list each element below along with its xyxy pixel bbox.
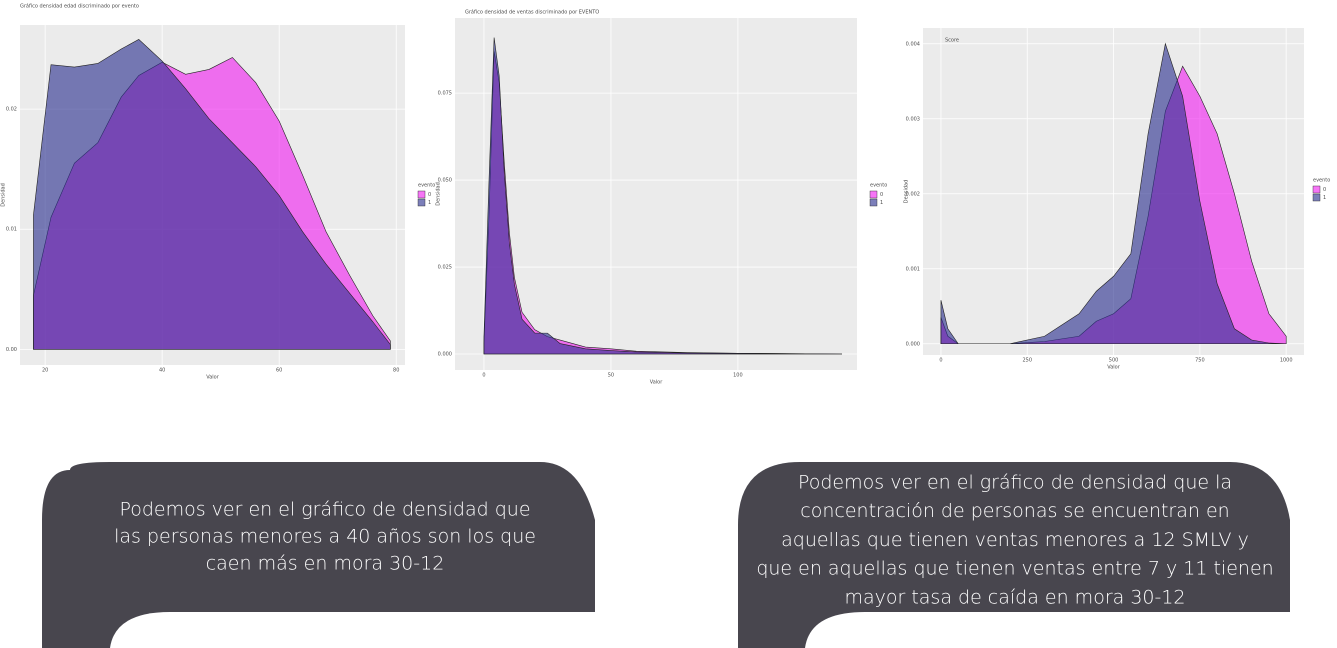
y-tick-label: 0.003 — [906, 116, 920, 122]
callout-text: caen más en mora 30-12 — [206, 553, 445, 575]
x-tick-label: 1000 — [1280, 358, 1293, 364]
legend-label: 1 — [880, 200, 883, 206]
legend-label: 0 — [1323, 187, 1326, 193]
x-tick-label: 0 — [482, 373, 485, 379]
x-tick-label: 80 — [393, 368, 399, 374]
x-tick-label: 500 — [1109, 358, 1119, 364]
annotation: Score — [945, 38, 959, 44]
x-tick-label: 750 — [1195, 358, 1205, 364]
legend-label: 1 — [428, 200, 431, 206]
x-tick-label: 0 — [939, 358, 942, 364]
y-tick-label: 0.075 — [438, 91, 452, 97]
y-tick-label: 0.004 — [906, 41, 920, 47]
legend-title: evento — [1313, 178, 1330, 184]
y-tick-label: 0.00 — [6, 347, 17, 353]
legend-title: evento — [870, 183, 887, 189]
x-tick-label: 40 — [159, 368, 165, 374]
legend-title: evento — [418, 183, 435, 189]
callout-text: aquellas que tienen ventas menores a 12 … — [781, 529, 1249, 551]
legend-swatch — [417, 198, 426, 207]
legend-swatch — [417, 190, 426, 199]
callout-cutout — [805, 612, 1290, 648]
legend-label: 0 — [428, 192, 431, 198]
y-axis-label: Densidad — [904, 180, 910, 204]
callout-bubble — [42, 462, 595, 648]
y-tick-label: 0.000 — [438, 352, 452, 358]
x-tick-label: 250 — [1022, 358, 1032, 364]
callout-bubble — [738, 462, 1290, 648]
legend-swatch — [869, 190, 878, 199]
y-tick-label: 0.01 — [6, 227, 17, 233]
y-tick-label: 0.001 — [906, 266, 920, 272]
legend-swatch — [1312, 185, 1321, 194]
legend-swatch — [1312, 193, 1321, 202]
callout-text: Podemos ver en el gráfico de densidad qu… — [798, 472, 1232, 494]
x-tick-label: 20 — [42, 368, 48, 374]
chart-title: Gráfico densidad de ventas discriminado … — [465, 9, 599, 16]
x-tick-label: 60 — [276, 368, 282, 374]
callout-text: que en aquellas que tienen ventas entre … — [756, 558, 1273, 580]
density-area — [483, 37, 843, 355]
y-tick-label: 0.002 — [906, 191, 920, 197]
callout-text: Podemos ver en el gráfico de densidad qu… — [119, 499, 530, 521]
y-axis-label: Densidad — [436, 182, 442, 206]
callout-text: las personas menores a 40 años son los q… — [114, 526, 536, 548]
legend-label: 1 — [1323, 195, 1326, 201]
x-tick-label: 100 — [733, 373, 743, 379]
y-tick-label: 0.000 — [906, 341, 920, 347]
callout-text: mayor tasa de caída en mora 30-12 — [844, 586, 1185, 608]
x-axis-label: Valor — [1107, 365, 1121, 371]
y-axis-label: Densidad — [1, 183, 7, 207]
legend-swatch — [869, 198, 878, 207]
chart-title: Gráfico densidad edad discriminado por e… — [20, 3, 139, 10]
y-tick-label: 0.050 — [438, 178, 452, 184]
legend-label: 0 — [880, 192, 883, 198]
y-tick-label: 0.025 — [438, 265, 452, 271]
density-area — [940, 42, 1287, 345]
callout-text: concentración de personas se encuentran … — [800, 500, 1229, 522]
x-axis-label: Valor — [650, 380, 664, 386]
x-tick-label: 50 — [608, 373, 614, 379]
callout-cutout — [110, 612, 595, 648]
x-axis-label: Valor — [206, 375, 220, 381]
y-tick-label: 0.02 — [6, 107, 17, 113]
density-area — [33, 39, 391, 350]
